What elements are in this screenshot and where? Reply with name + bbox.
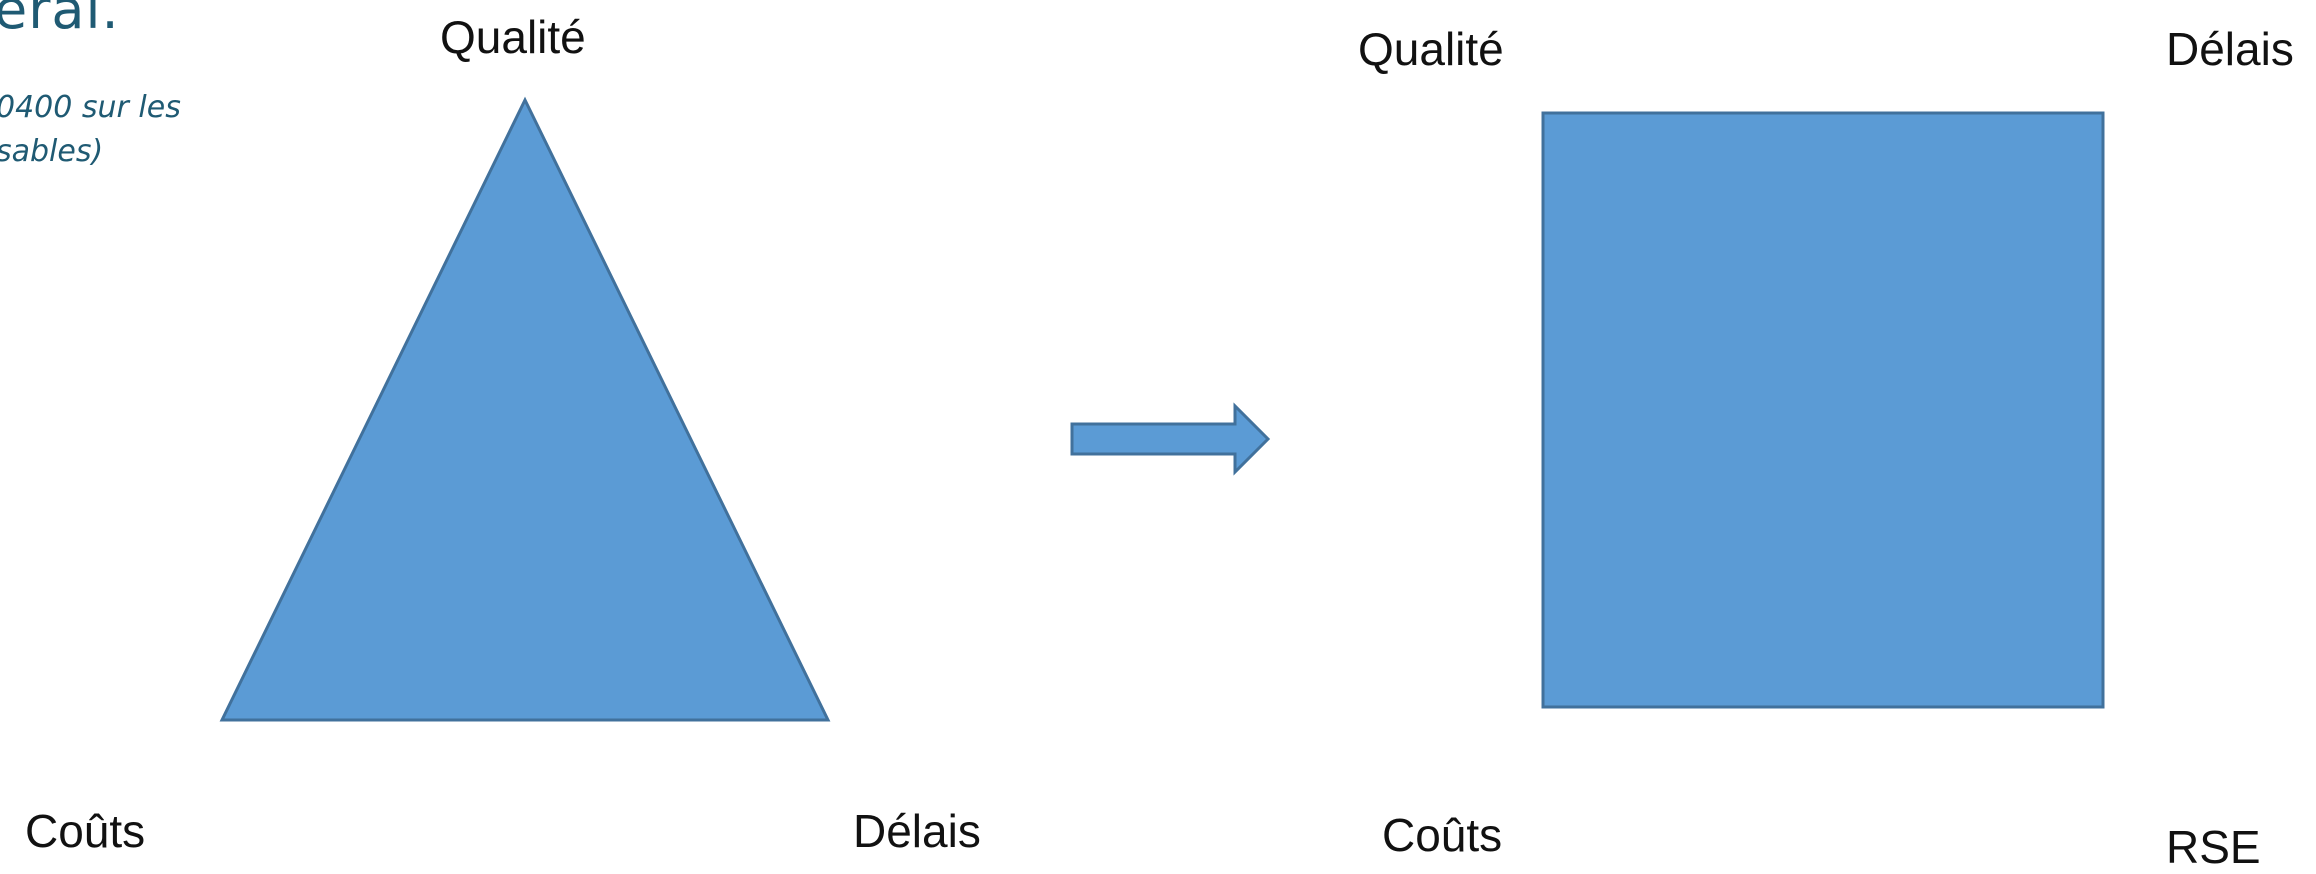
right-arrow-shape bbox=[1070, 402, 1271, 476]
triangle-label-costs: Coûts bbox=[25, 805, 146, 857]
square-label-costs: Coûts bbox=[1382, 809, 1503, 861]
slide-subtext-line-1: 0400 sur les bbox=[0, 90, 181, 125]
slide-subtext-line-2: sables) bbox=[0, 134, 104, 169]
slide-heading-fragment: eral. bbox=[0, 0, 120, 41]
square-label-quality: Qualité bbox=[1358, 23, 1504, 75]
square-label-delays: Délais bbox=[2166, 23, 2294, 75]
triangle-shape bbox=[219, 96, 831, 722]
square-shape bbox=[1541, 111, 2105, 709]
triangle-label-delays: Délais bbox=[853, 805, 981, 857]
triangle-label-quality: Qualité bbox=[440, 11, 586, 63]
square-label-rse: RSE bbox=[2166, 821, 2261, 873]
